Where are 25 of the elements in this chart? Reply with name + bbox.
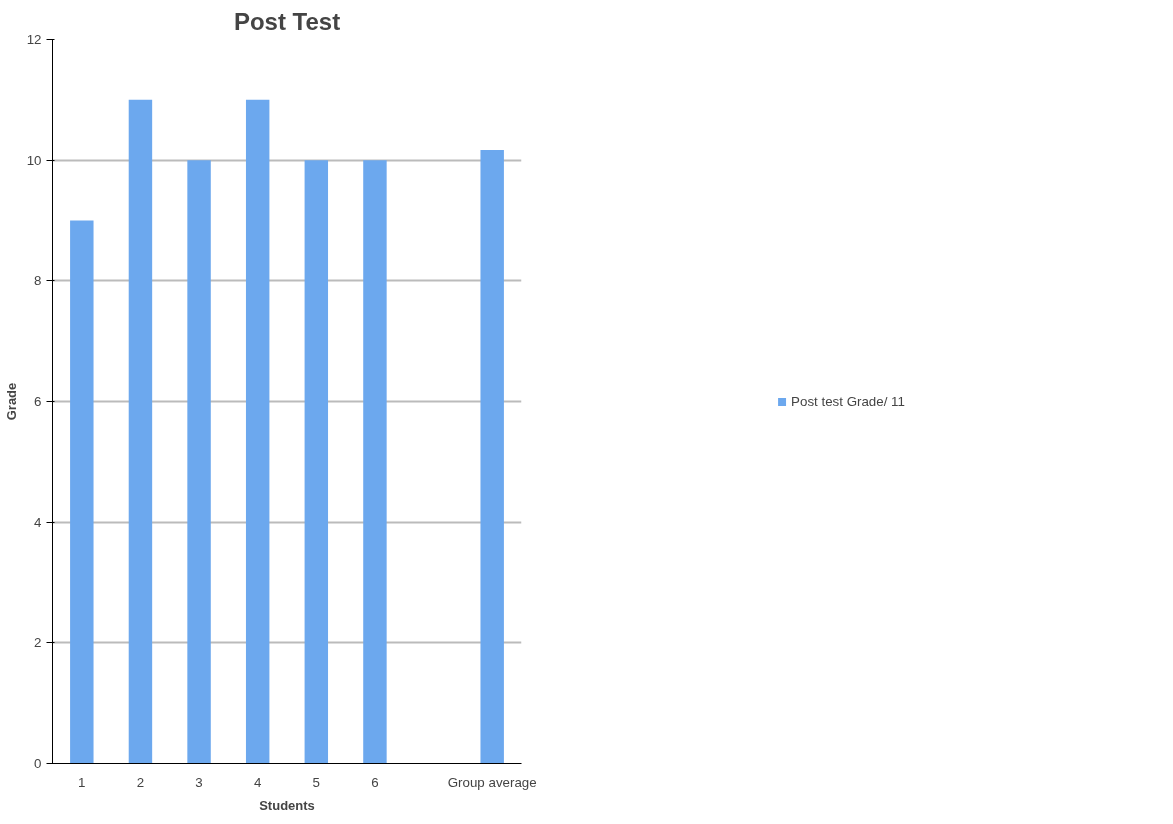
- x-tick-label: 6: [371, 774, 379, 790]
- y-axis-title: Grade: [3, 382, 19, 421]
- y-tick-label: 12: [26, 32, 42, 47]
- x-tick-label: Group average: [447, 774, 537, 790]
- bar: [187, 160, 211, 764]
- x-tick-label: 3: [195, 774, 203, 790]
- y-tick-label: 4: [34, 514, 43, 530]
- y-tick-label: 8: [34, 273, 42, 289]
- bar: [245, 99, 270, 764]
- x-axis-title: Students: [259, 797, 315, 813]
- bar: [363, 160, 387, 764]
- y-tick-label: 10: [26, 152, 42, 168]
- x-tick-label: 4: [253, 774, 262, 790]
- bar: [480, 149, 504, 764]
- y-tick-label: 2: [34, 635, 42, 651]
- bar: [70, 220, 94, 764]
- chart-title: Post Test: [233, 7, 341, 35]
- bar: [128, 99, 153, 764]
- x-tick-label: 2: [136, 774, 145, 790]
- y-tick-label: 6: [34, 394, 42, 409]
- x-tick-label: 5: [312, 774, 321, 790]
- x-tick-label: 1: [78, 774, 86, 790]
- bar: [304, 160, 329, 764]
- legend-label: Post test Grade/ 11: [791, 393, 905, 409]
- y-tick-label: 0: [34, 756, 42, 771]
